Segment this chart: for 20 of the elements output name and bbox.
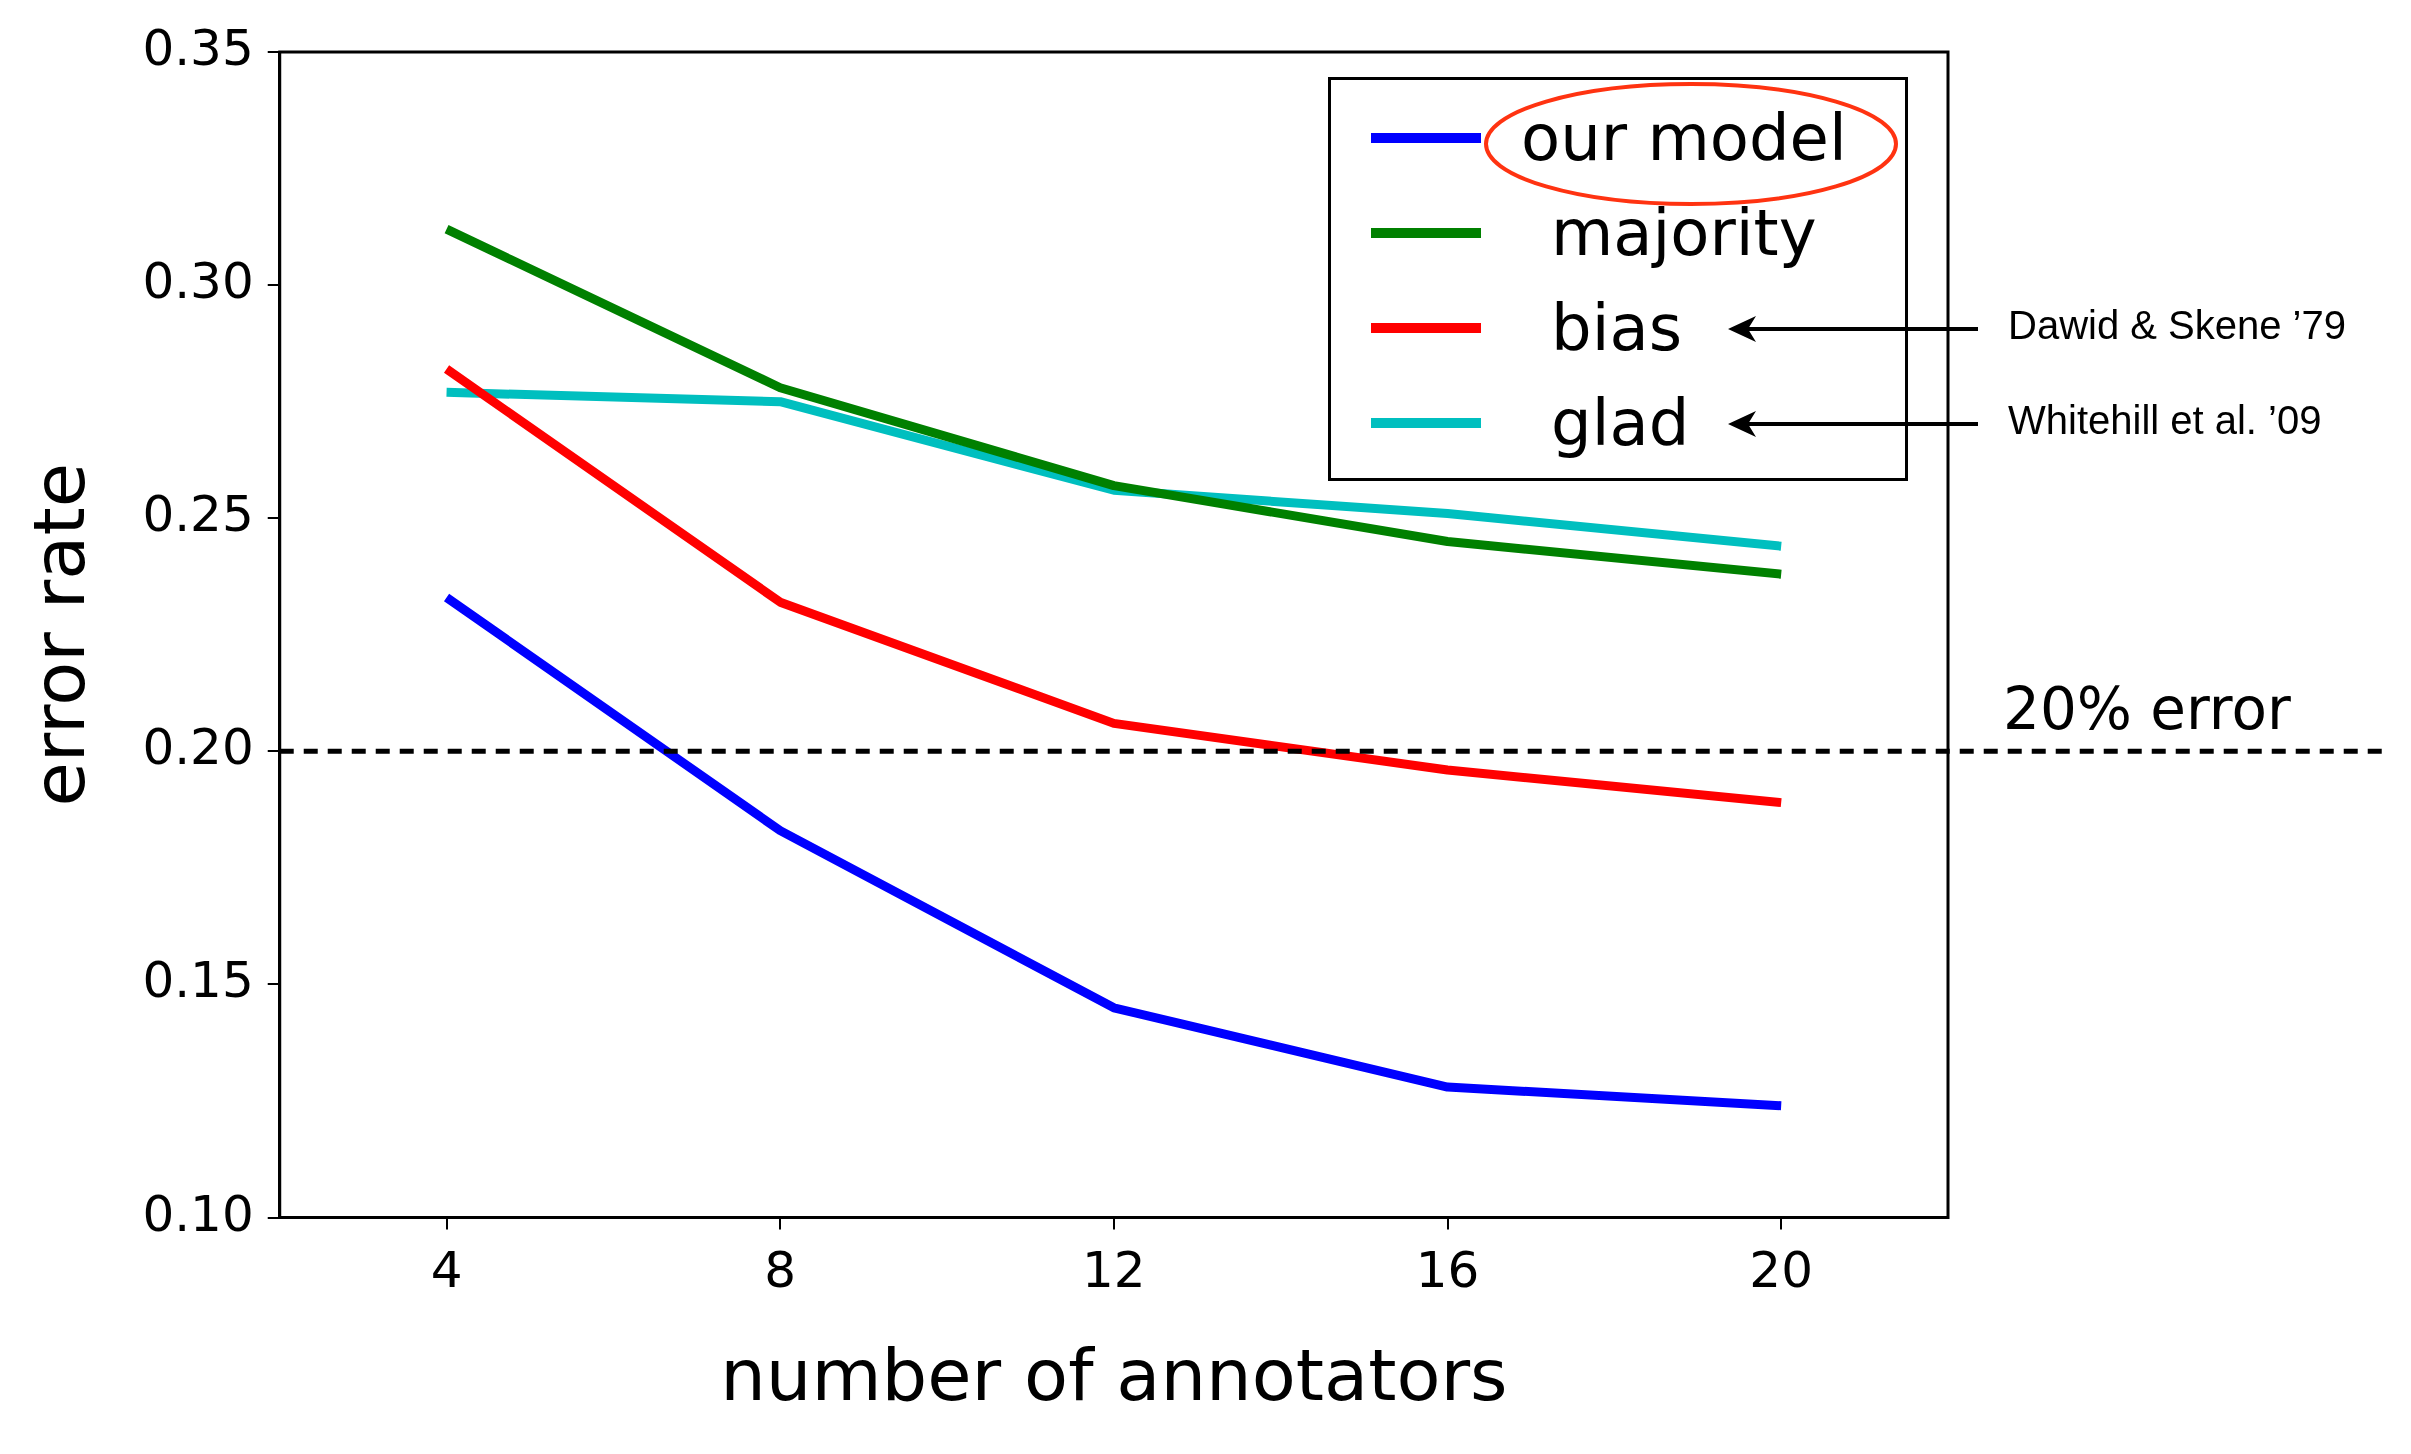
x-tick-label: 8	[764, 1240, 797, 1299]
x-tick-label: 12	[1082, 1240, 1146, 1299]
y-tick-label: 0.30	[142, 252, 254, 311]
legend-label: glad	[1551, 385, 1690, 460]
y-tick-label: 0.15	[142, 951, 254, 1010]
y-tick-label: 0.25	[142, 485, 254, 544]
text: Dawid & Skene ’79	[2008, 302, 2346, 348]
y-tick-label: 0.35	[142, 18, 254, 77]
x-tick-label: 4	[430, 1240, 463, 1299]
text: Whitehill et al. ’09	[2008, 397, 2322, 443]
ref-line-label: 20% error	[2003, 675, 2291, 744]
y-tick-label: 0.10	[142, 1184, 254, 1243]
x-tick-label: 20	[1749, 1240, 1813, 1299]
y-axis-title: error rate	[16, 463, 101, 807]
y-tick-label: 0.20	[142, 718, 254, 777]
legend-label: majority	[1551, 195, 1817, 270]
legend-label: our model	[1521, 100, 1847, 175]
x-axis-title: number of annotators	[720, 1332, 1508, 1417]
x-tick-label: 16	[1415, 1240, 1480, 1299]
legend-label: bias	[1551, 290, 1682, 365]
